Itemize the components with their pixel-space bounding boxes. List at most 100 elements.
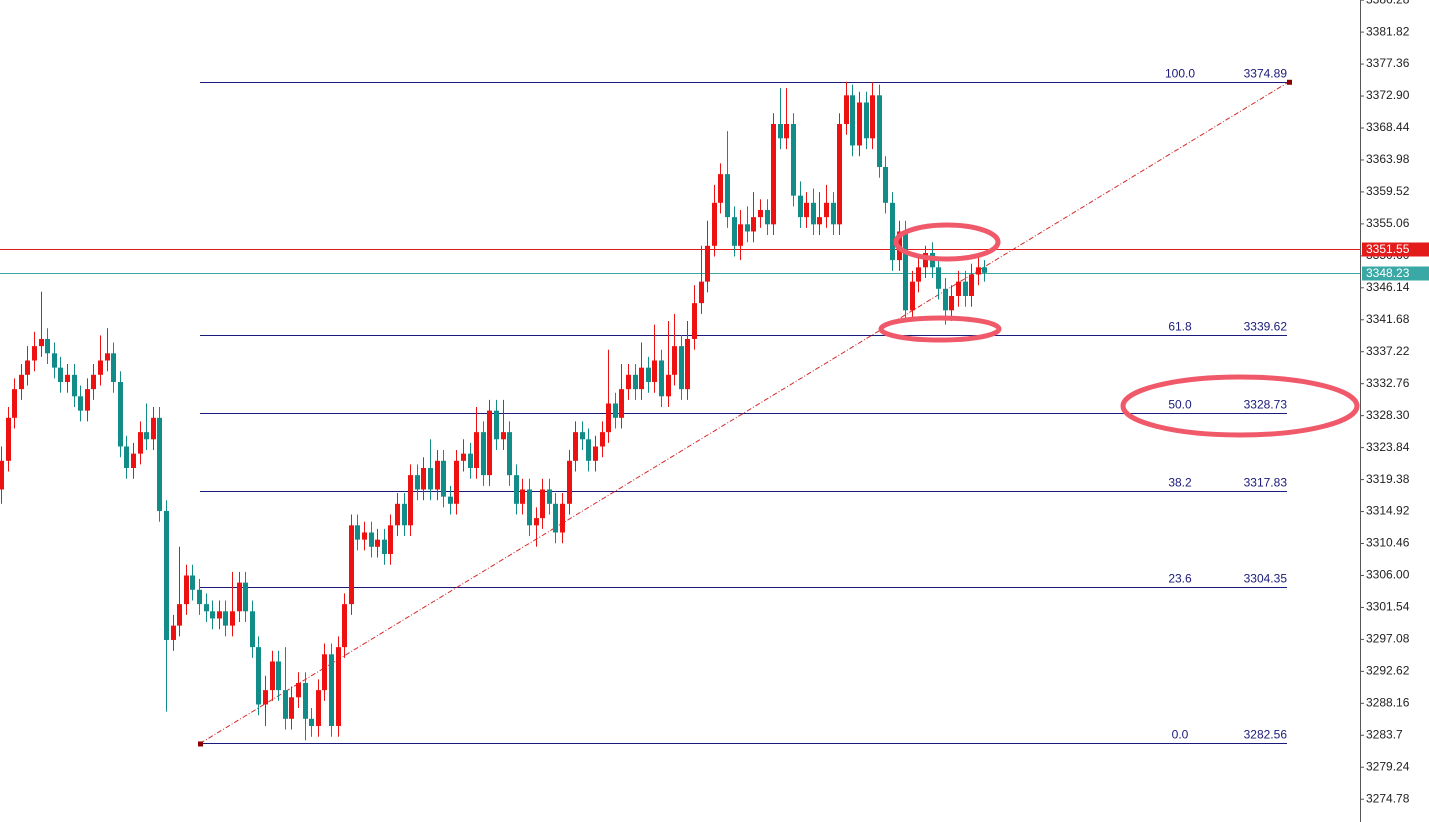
candle-body (501, 432, 506, 440)
candle-body (283, 690, 288, 719)
y-tick-label: 3346.14 (1366, 280, 1410, 294)
candle-body (679, 346, 684, 390)
candle-body (705, 245, 710, 282)
y-tick-label: 3372.90 (1366, 88, 1410, 102)
y-tick-label: 3341.68 (1366, 312, 1410, 326)
y-tick-label: 3368.44 (1366, 120, 1410, 134)
candle-body (230, 611, 235, 626)
candle-body (435, 460, 440, 490)
candle-body (870, 95, 875, 139)
fib-ratio-label: 0.0 (1172, 728, 1189, 742)
price-box (1362, 266, 1429, 281)
candle-body (639, 367, 644, 390)
candle-body (494, 410, 499, 440)
fib-ratio-label: 100.0 (1165, 67, 1195, 81)
candle-body (309, 718, 314, 726)
y-tick-label: 3332.76 (1366, 376, 1410, 390)
plot-area: 100.0 3374.89 61.8 3339.62 50.0 3328.73 38.2 33… (0, 67, 1360, 747)
candle-body (943, 288, 948, 311)
candle-body (468, 453, 473, 468)
y-tick-label: 3292.62 (1366, 664, 1410, 678)
candle-body (329, 654, 334, 726)
candle-body (421, 467, 426, 490)
candle-body (619, 389, 624, 418)
candle-body (613, 403, 618, 418)
candle-body (197, 589, 202, 605)
candle-body (804, 202, 809, 218)
candle-body (956, 281, 961, 296)
candle-body (25, 360, 30, 375)
candle-body (481, 432, 486, 476)
price-axis: 3386.28 3381.82 3377.36 3372.90 3368.44 3363.… (1360, 0, 1429, 805)
candle-body (903, 231, 908, 311)
candle-body (355, 525, 360, 540)
candle-body (646, 367, 651, 382)
candle-body (857, 102, 862, 146)
candle-body (263, 690, 268, 705)
candle-body (12, 389, 17, 418)
fib-price-label: 3374.89 (1244, 67, 1288, 81)
fib-price-label: 3317.83 (1244, 476, 1288, 490)
candle-body (765, 209, 770, 225)
candle-body (626, 374, 631, 390)
candle-body (553, 503, 558, 533)
fib-anchor (198, 741, 203, 747)
candle-body (210, 611, 215, 619)
candle-body (171, 625, 176, 640)
candle-body (890, 202, 895, 261)
candle-body (969, 274, 974, 296)
candle-body (52, 353, 57, 368)
candle-body (124, 446, 129, 468)
y-tick-label: 3359.52 (1366, 184, 1410, 198)
candle-body (65, 374, 70, 382)
y-tick-label: 3288.16 (1366, 695, 1410, 709)
candle-body (243, 582, 248, 612)
y-tick-label: 3319.38 (1366, 472, 1410, 486)
candle-body (98, 360, 103, 375)
candle-body (32, 346, 37, 361)
y-tick-label: 3328.30 (1366, 408, 1410, 422)
fib-price-label: 3339.62 (1244, 320, 1288, 334)
candle-body (666, 374, 671, 397)
candle-body (963, 281, 968, 296)
candle-body (91, 374, 96, 390)
candle-body (540, 489, 545, 519)
y-tick-label: 3274.78 (1366, 791, 1410, 805)
candle-body (184, 575, 189, 605)
candle-body (157, 417, 162, 511)
candle-body (811, 202, 816, 225)
candle-body (567, 460, 572, 504)
candle-body (349, 525, 354, 605)
candle-body (336, 647, 341, 726)
y-tick-label: 3306.00 (1366, 568, 1410, 582)
candle-body (864, 102, 869, 139)
candle-body (487, 410, 492, 476)
candle-body (19, 374, 24, 390)
fib-price-label: 3282.56 (1244, 728, 1288, 742)
candle-body (817, 217, 822, 225)
fib-price-label: 3328.73 (1244, 398, 1288, 412)
fib-trendline (199, 81, 1290, 744)
y-tick-label: 3314.92 (1366, 504, 1410, 518)
fib-ratio-label: 23.6 (1168, 572, 1192, 586)
candle-body (652, 360, 657, 382)
price-box (1362, 242, 1429, 257)
fib-anchor (1287, 79, 1292, 85)
fib-price-label: 3304.35 (1244, 572, 1288, 586)
candle-body (837, 123, 842, 225)
candle-body (527, 489, 532, 526)
y-tick-label: 3386.28 (1366, 0, 1410, 6)
highlight-ellipse (878, 315, 1002, 343)
candle-body (448, 496, 453, 504)
y-tick-label: 3310.46 (1366, 536, 1410, 550)
candle-body (441, 460, 446, 497)
candle-body (223, 611, 228, 626)
candle-body (375, 539, 380, 547)
candle-body (138, 432, 143, 454)
candle-body (718, 174, 723, 203)
candle-body (850, 95, 855, 146)
candle-body (45, 338, 50, 354)
candle-body (177, 604, 182, 626)
candle-body (936, 267, 941, 289)
